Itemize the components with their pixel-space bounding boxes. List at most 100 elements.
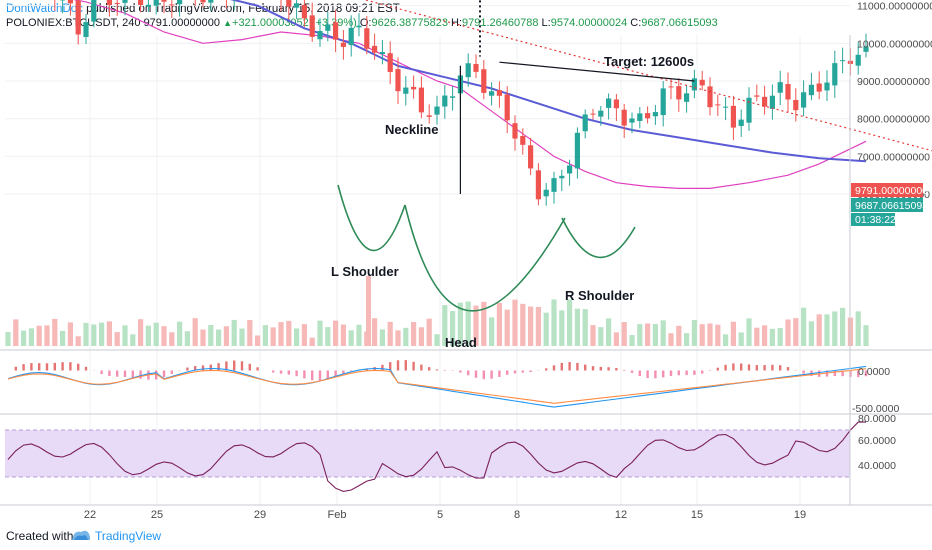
macd-axis-neg: -500.0000 <box>852 403 899 415</box>
volume-bar <box>621 322 627 346</box>
up-arrow-icon: ▲ <box>223 18 233 28</box>
rsi-band <box>5 430 850 477</box>
chart-canvas[interactable]: ★ 6000.000000007000.000000008000.0000000… <box>0 0 932 522</box>
rsi-axis-80: 80.0000 <box>858 413 896 425</box>
candle-body <box>325 24 331 31</box>
price-tick-label: 10000.00000000 <box>857 38 932 50</box>
macd-hist-bar <box>194 366 197 371</box>
head-curve <box>404 204 566 312</box>
macd-hist-bar <box>607 367 610 371</box>
high-value: 9791.26460788 <box>462 17 539 29</box>
macd-hist-bar <box>630 370 634 373</box>
candle-body <box>489 91 495 96</box>
tradingview-link[interactable]: TradingView <box>95 529 162 543</box>
volume-bar <box>177 321 183 346</box>
volume-bar <box>699 324 705 346</box>
volume-bar <box>255 335 261 346</box>
volume-bar <box>426 318 432 346</box>
volume-bar <box>106 321 112 346</box>
volume-bar <box>746 318 752 346</box>
date-tick-label: 25 <box>151 509 163 521</box>
candle-body <box>543 189 549 197</box>
macd-hist-bar <box>381 364 384 371</box>
volume-bar <box>169 332 175 346</box>
macd-hist-bar <box>763 365 766 371</box>
drawings: ★ <box>47 0 932 195</box>
candle-body <box>309 15 315 37</box>
macd-hist-bar <box>599 366 602 371</box>
macd-hist-bar <box>295 370 298 377</box>
volume-bar <box>130 334 136 346</box>
volume-bar <box>348 330 354 346</box>
macd-hist-bar <box>248 363 251 371</box>
rsi-background <box>5 429 850 478</box>
candle-body <box>161 0 167 2</box>
head-label: Head <box>445 335 477 350</box>
candle-body <box>793 100 799 111</box>
candle-body <box>465 63 471 78</box>
volume-bar <box>504 309 510 346</box>
candle-body <box>340 42 346 47</box>
macd-hist-bar <box>69 362 72 371</box>
volume-bar <box>754 327 760 346</box>
volume-bar <box>465 301 471 346</box>
volume-bar <box>613 332 619 346</box>
volume-bar <box>366 276 371 346</box>
volume-bar <box>301 324 307 346</box>
macd-hist-bar <box>350 370 353 372</box>
date-tick-label: 15 <box>691 509 703 521</box>
volume-bar <box>816 314 822 346</box>
volume-bar <box>863 325 869 346</box>
candle-body <box>621 109 627 126</box>
trendline[interactable] <box>47 0 932 181</box>
macd-hist-bar <box>318 370 322 381</box>
candle-body <box>169 4 175 6</box>
candle-body <box>138 0 144 5</box>
volume-bar <box>372 318 378 346</box>
macd-hist-bar <box>529 370 532 373</box>
volume-bar <box>520 303 526 346</box>
volume-bar <box>411 322 417 346</box>
volume-bar <box>138 319 144 346</box>
macd-signal-line <box>7 368 867 404</box>
candle-body <box>863 46 869 52</box>
volume-bar <box>99 322 105 346</box>
macd-hist-bar <box>30 363 33 371</box>
candle-body <box>676 86 682 100</box>
candle-body <box>301 4 307 19</box>
macd-hist-bar <box>545 368 548 371</box>
candle-body <box>364 28 370 49</box>
volume-bar <box>83 322 89 346</box>
neckline[interactable] <box>499 61 695 82</box>
candle-body <box>504 94 510 121</box>
candle-body <box>691 78 697 91</box>
volume-bar <box>192 318 198 346</box>
volume-bar <box>715 324 721 346</box>
ohlc-line: POLONIEX:BTCUSDT, 240 9791.00000000 ▲+32… <box>6 17 718 29</box>
volume-bar <box>668 333 674 346</box>
volume-bar <box>184 331 190 346</box>
date-tick-label: 12 <box>615 509 627 521</box>
candle-body <box>395 69 401 92</box>
macd-hist-bar <box>786 367 790 371</box>
low-label: L: <box>541 17 551 29</box>
macd-hist-bar <box>162 370 166 378</box>
volume-bar <box>153 322 159 346</box>
volume-bar <box>769 328 775 346</box>
candle-body <box>145 4 151 7</box>
volume-bar <box>317 320 323 346</box>
candle-body <box>754 95 760 97</box>
candle-body <box>582 114 588 132</box>
volume-bar <box>200 329 206 346</box>
price-tick-label: 11000.00000000 <box>857 1 932 13</box>
tradingview-logo-icon[interactable] <box>70 525 92 545</box>
macd-hist-bar <box>623 369 626 371</box>
volume-bar <box>723 334 729 346</box>
volume-bar <box>489 317 495 346</box>
candle-body <box>496 90 502 96</box>
macd-hist-bar <box>170 370 173 374</box>
macd-hist-bar <box>225 361 228 371</box>
volume-bar <box>551 299 557 346</box>
open-label: O: <box>359 17 372 29</box>
right-shoulder-curve <box>561 217 636 259</box>
